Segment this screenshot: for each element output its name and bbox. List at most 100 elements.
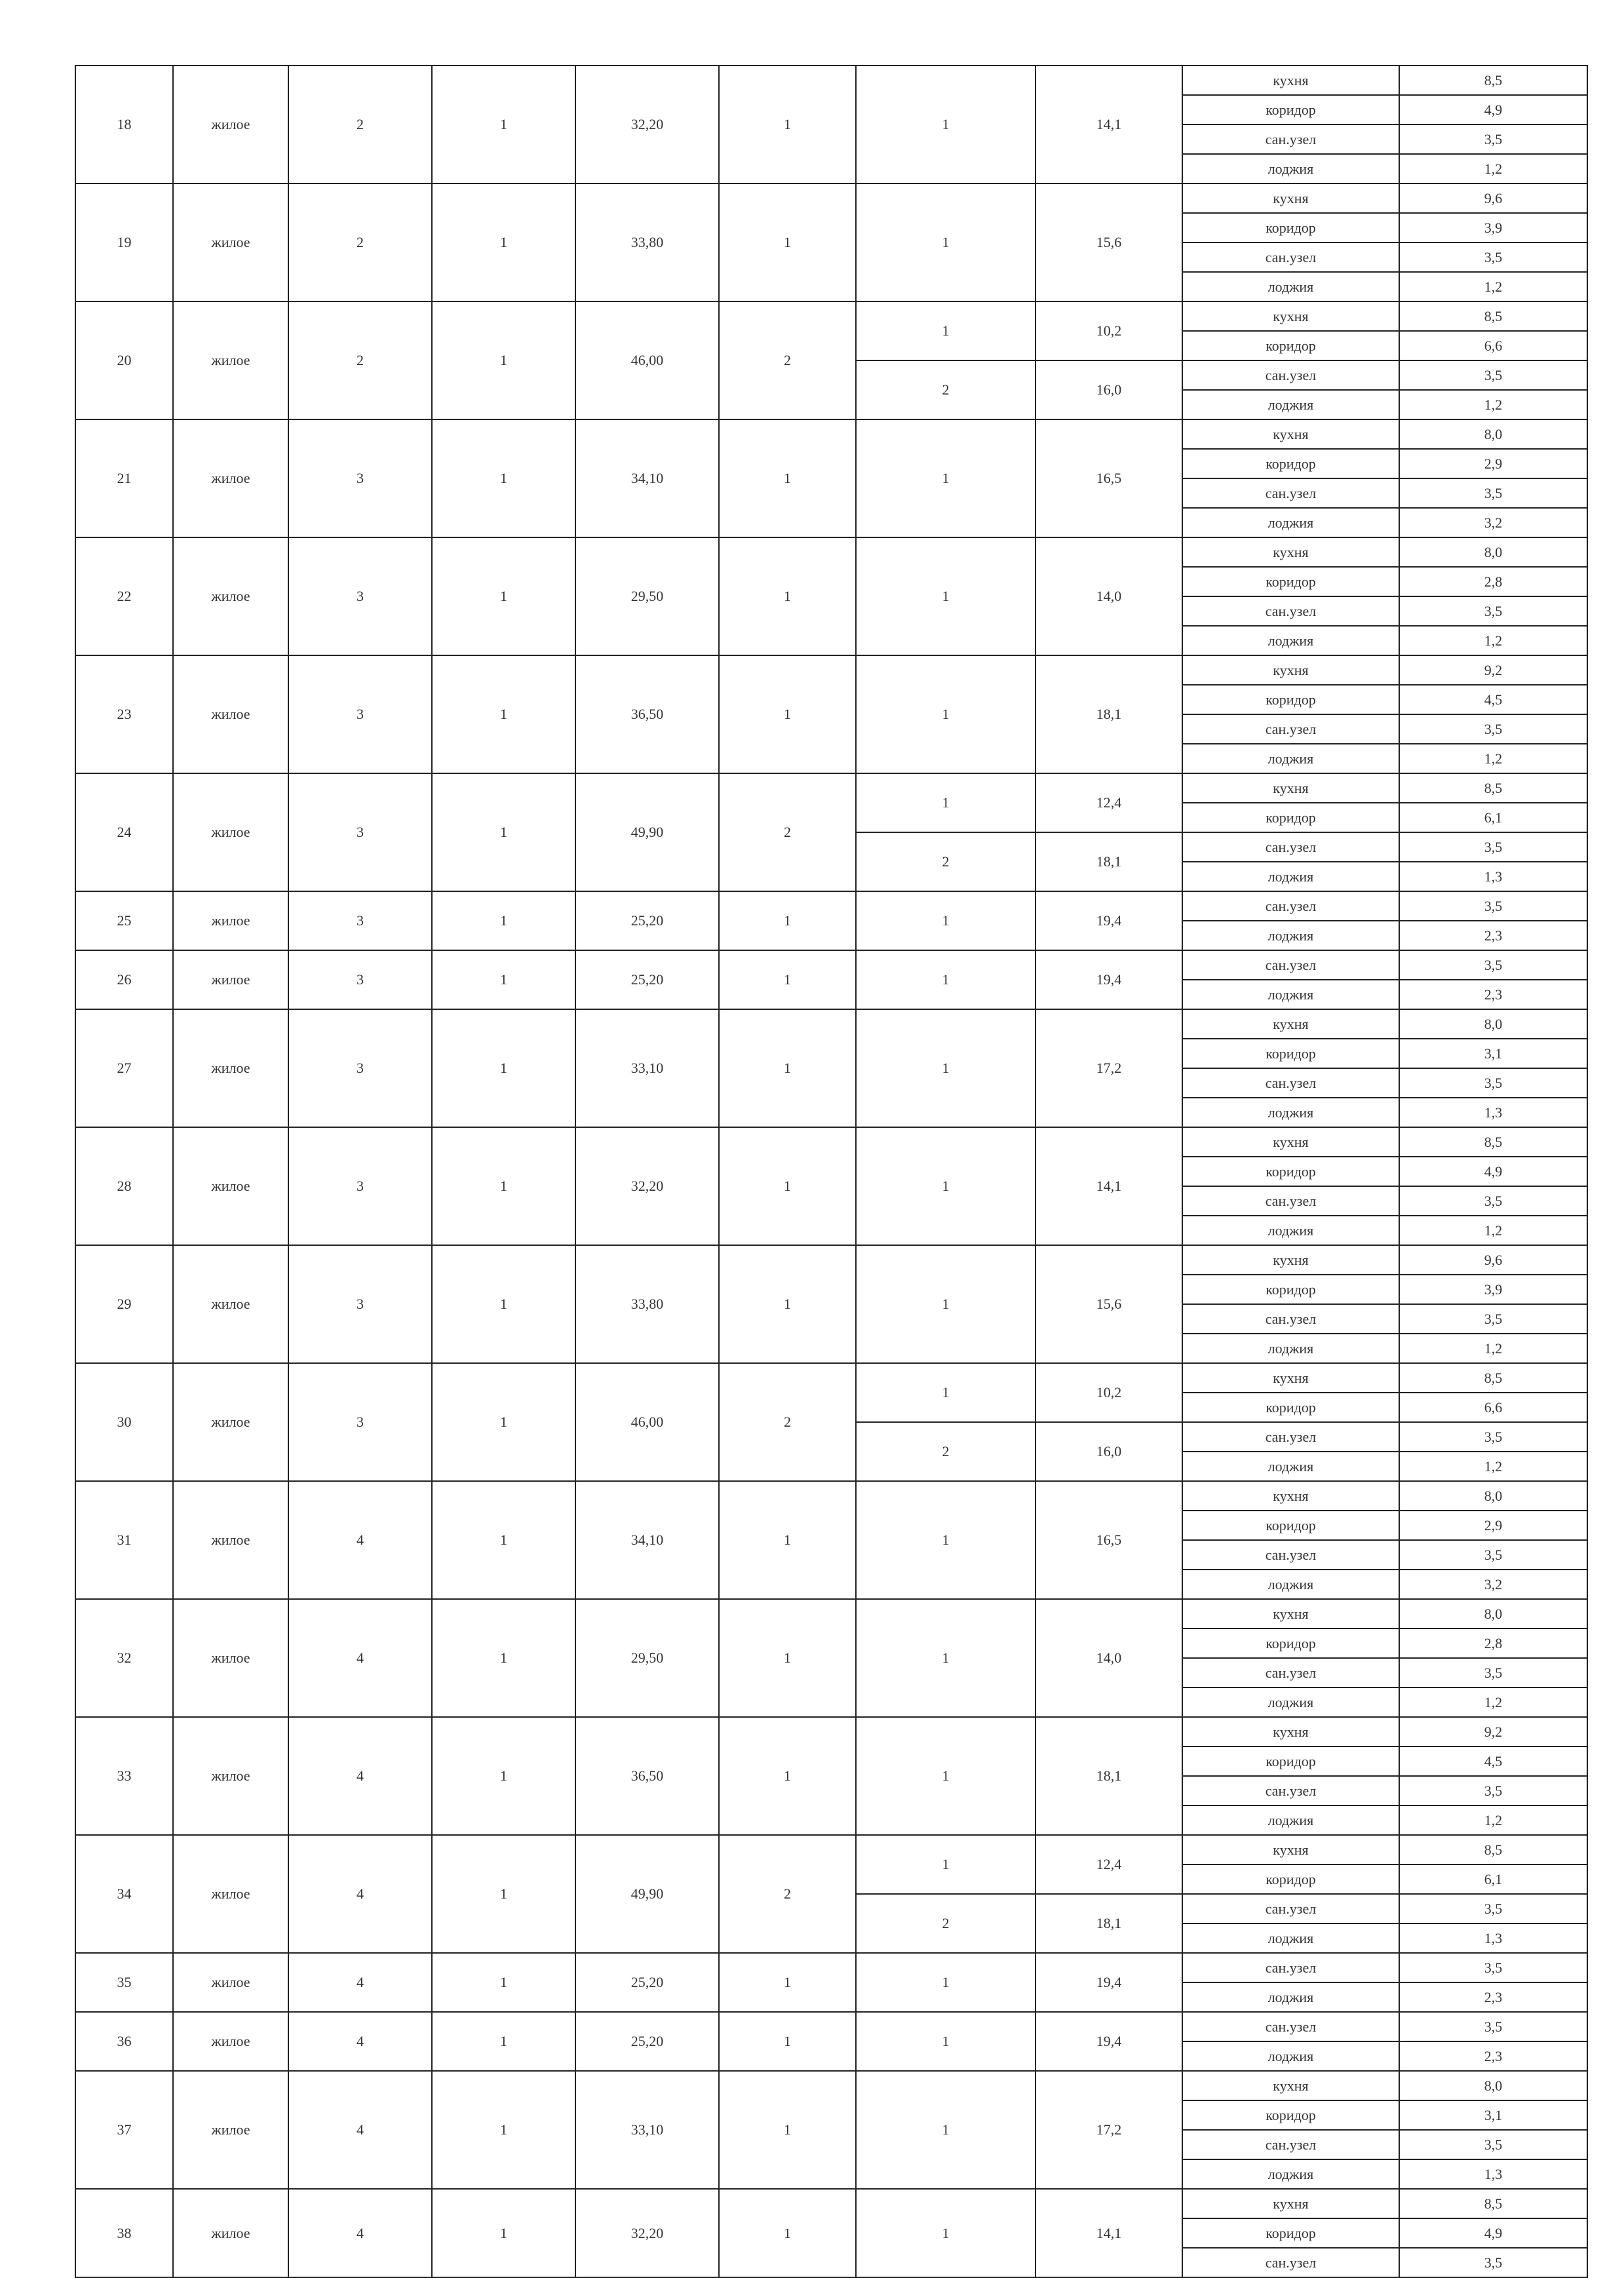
room-area: 19,4 [1035, 2011, 1183, 2072]
apartment-number: 30 [75, 1362, 174, 1482]
table-row: лоджия 1,3 [75, 1097, 1588, 1128]
table-row: коридор 4,5 [75, 1746, 1588, 1777]
aux-room-area: 3,2 [1399, 1569, 1588, 1600]
table-row: коридор 3,1 [75, 2100, 1588, 2131]
room-area: 18,1 [1035, 1716, 1183, 1836]
total-area: 33,80 [575, 1245, 720, 1364]
count: 1 [431, 301, 576, 420]
aux-room-area: 4,5 [1399, 684, 1588, 715]
aux-room-name: кухня [1182, 2070, 1400, 2101]
count: 1 [431, 2070, 576, 2190]
aux-room-area: 1,3 [1399, 1097, 1588, 1128]
table-row: лоджия 3,2 [75, 507, 1588, 538]
aux-room-name: сан.узел [1182, 832, 1400, 862]
rooms-count: 1 [718, 1952, 857, 2013]
aux-room-area: 1,3 [1399, 2159, 1588, 2190]
total-area: 25,20 [575, 891, 720, 951]
count: 1 [431, 1716, 576, 1836]
aux-room-area: 8,5 [1399, 2188, 1588, 2219]
rooms-count: 1 [718, 2011, 857, 2072]
apartment-type: жилое [172, 1598, 289, 1718]
table-row: сан.узел 3,5 [75, 1068, 1588, 1098]
aux-room-name: лоджия [1182, 507, 1400, 538]
apartment-number: 31 [75, 1480, 174, 1600]
table-row: 2 16,0 сан.узел 3,5 [75, 360, 1588, 420]
aux-room-name: кухня [1182, 1245, 1400, 1275]
floor: 4 [288, 2188, 433, 2278]
table-row: коридор 2,9 [75, 448, 1588, 479]
aux-room-area: 3,5 [1399, 832, 1588, 862]
rooms-count: 1 [718, 537, 857, 656]
room-number: 1 [855, 537, 1036, 656]
apartment-type: жилое [172, 655, 289, 774]
aux-room-area: 1,2 [1399, 625, 1588, 656]
room-area: 14,0 [1035, 537, 1183, 656]
room-number: 1 [855, 1362, 1036, 1423]
total-area: 33,10 [575, 2070, 720, 2190]
table-row: 33 жилое 4 1 36,50 1 1 18,1 кухня 9,2 [75, 1716, 1588, 1836]
aux-room-area: 3,5 [1399, 1775, 1588, 1806]
table-row: сан.узел 3,5 [75, 478, 1588, 509]
aux-room-name: кухня [1182, 419, 1400, 450]
apartments-table: 18 жилое 2 1 32,20 1 1 14,1 кухня 8,5 коридор 4,9 са… [75, 65, 1588, 2278]
room-area: 15,6 [1035, 183, 1183, 302]
apartment-number: 38 [75, 2188, 174, 2278]
table-row: коридор 2,8 [75, 566, 1588, 597]
room-area: 19,4 [1035, 1952, 1183, 2013]
floor: 4 [288, 2011, 433, 2072]
aux-room-area: 3,1 [1399, 1038, 1588, 1069]
table-row: лоджия 1,2 [75, 1805, 1588, 1836]
aux-room-name: коридор [1182, 448, 1400, 479]
room-number: 1 [855, 1127, 1036, 1246]
table-row: 18 жилое 2 1 32,20 1 1 14,1 кухня 8,5 [75, 65, 1588, 184]
aux-room-area: 3,5 [1399, 124, 1588, 155]
rooms-count: 2 [718, 1834, 857, 1954]
table-row: лоджия 2,3 [75, 979, 1588, 1010]
aux-room-name: коридор [1182, 802, 1400, 833]
aux-room-name: кухня [1182, 655, 1400, 685]
aux-room-name: лоджия [1182, 1451, 1400, 1482]
aux-room-name: сан.узел [1182, 950, 1400, 980]
apartment-type: жилое [172, 183, 289, 302]
aux-room-name: коридор [1182, 2218, 1400, 2249]
aux-room-name: сан.узел [1182, 124, 1400, 155]
aux-room-area: 8,0 [1399, 2070, 1588, 2101]
table-row: сан.узел 3,5 [75, 1657, 1588, 1688]
aux-room-name: кухня [1182, 183, 1400, 214]
room-number: 1 [855, 2070, 1036, 2190]
count: 1 [431, 1834, 576, 1954]
table-row: 38 жилое 4 1 32,20 1 1 14,1 кухня 8,5 [75, 2188, 1588, 2278]
room-number: 2 [855, 360, 1036, 420]
floor: 3 [288, 773, 433, 892]
aux-room-area: 2,8 [1399, 566, 1588, 597]
aux-room-name: кухня [1182, 1716, 1400, 1747]
aux-room-name: сан.узел [1182, 478, 1400, 509]
total-area: 32,20 [575, 65, 720, 184]
count: 1 [431, 655, 576, 774]
aux-room-name: коридор [1182, 1392, 1400, 1423]
room-area: 17,2 [1035, 2070, 1183, 2190]
aux-room-area: 8,5 [1399, 65, 1588, 96]
aux-room-name: сан.узел [1182, 242, 1400, 273]
aux-room-name: сан.узел [1182, 1186, 1400, 1216]
table-row: 27 жилое 3 1 33,10 1 1 17,2 кухня 8,0 [75, 1009, 1588, 1128]
room-number: 1 [855, 1834, 1036, 1895]
table-row: 29 жилое 3 1 33,80 1 1 15,6 кухня 9,6 [75, 1245, 1588, 1364]
room-number: 2 [855, 832, 1036, 892]
table-row: 37 жилое 4 1 33,10 1 1 17,2 кухня 8,0 [75, 2070, 1588, 2190]
room-number: 1 [855, 1598, 1036, 1718]
count: 1 [431, 891, 576, 951]
aux-room-name: коридор [1182, 1510, 1400, 1541]
rooms-count: 1 [718, 1480, 857, 1600]
aux-room-name: лоджия [1182, 625, 1400, 656]
apartment-type: жилое [172, 891, 289, 951]
count: 1 [431, 1952, 576, 2013]
aux-room-name: коридор [1182, 1864, 1400, 1895]
aux-room-name: кухня [1182, 1362, 1400, 1393]
aux-room-area: 4,9 [1399, 94, 1588, 125]
aux-room-name: коридор [1182, 2100, 1400, 2131]
aux-room-name: сан.узел [1182, 2247, 1400, 2278]
aux-room-area: 3,5 [1399, 1893, 1588, 1924]
table-row: коридор 4,9 [75, 2218, 1588, 2249]
table-row: лоджия 1,2 [75, 743, 1588, 774]
